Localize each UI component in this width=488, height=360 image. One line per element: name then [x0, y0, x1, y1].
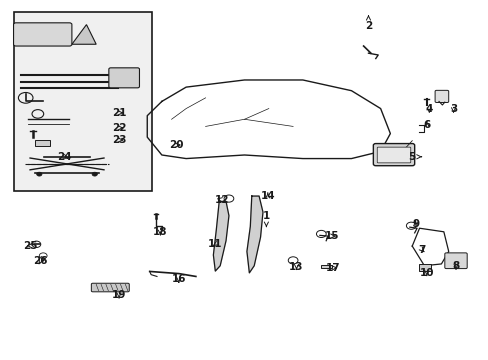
FancyBboxPatch shape	[434, 90, 448, 103]
FancyBboxPatch shape	[14, 23, 72, 46]
Text: 14: 14	[260, 191, 275, 201]
Text: 15: 15	[324, 231, 339, 241]
Text: 2: 2	[364, 15, 371, 31]
Text: 21: 21	[112, 108, 126, 118]
Circle shape	[37, 172, 42, 176]
Bar	[14, 12, 152, 191]
Polygon shape	[213, 202, 228, 271]
Text: 1: 1	[262, 211, 269, 226]
Text: 16: 16	[171, 274, 186, 284]
Text: 23: 23	[112, 135, 126, 145]
FancyBboxPatch shape	[376, 147, 410, 163]
Text: 4: 4	[425, 104, 432, 113]
Text: 19: 19	[112, 290, 126, 300]
Text: 7: 7	[417, 245, 425, 255]
Text: 12: 12	[214, 195, 228, 204]
Polygon shape	[246, 196, 263, 273]
FancyBboxPatch shape	[444, 253, 466, 269]
Bar	[418, 264, 430, 271]
FancyBboxPatch shape	[372, 144, 414, 166]
Bar	[35, 140, 50, 146]
Text: 24: 24	[57, 152, 72, 162]
Text: 20: 20	[169, 140, 183, 150]
Text: 17: 17	[325, 263, 340, 273]
Circle shape	[92, 172, 97, 176]
Bar	[321, 265, 331, 268]
Text: 6: 6	[422, 120, 429, 130]
Text: 25: 25	[23, 241, 38, 251]
Text: 10: 10	[419, 268, 433, 278]
Text: 9: 9	[411, 219, 418, 229]
FancyBboxPatch shape	[91, 283, 129, 292]
FancyBboxPatch shape	[109, 68, 139, 88]
Text: 8: 8	[451, 261, 459, 271]
Text: 3: 3	[449, 104, 456, 113]
Text: 11: 11	[208, 239, 222, 249]
Text: 22: 22	[112, 123, 126, 133]
Text: 13: 13	[289, 262, 303, 272]
Text: 18: 18	[153, 227, 167, 237]
Text: 26: 26	[33, 256, 47, 266]
Text: 5: 5	[408, 152, 421, 162]
Polygon shape	[72, 24, 96, 44]
